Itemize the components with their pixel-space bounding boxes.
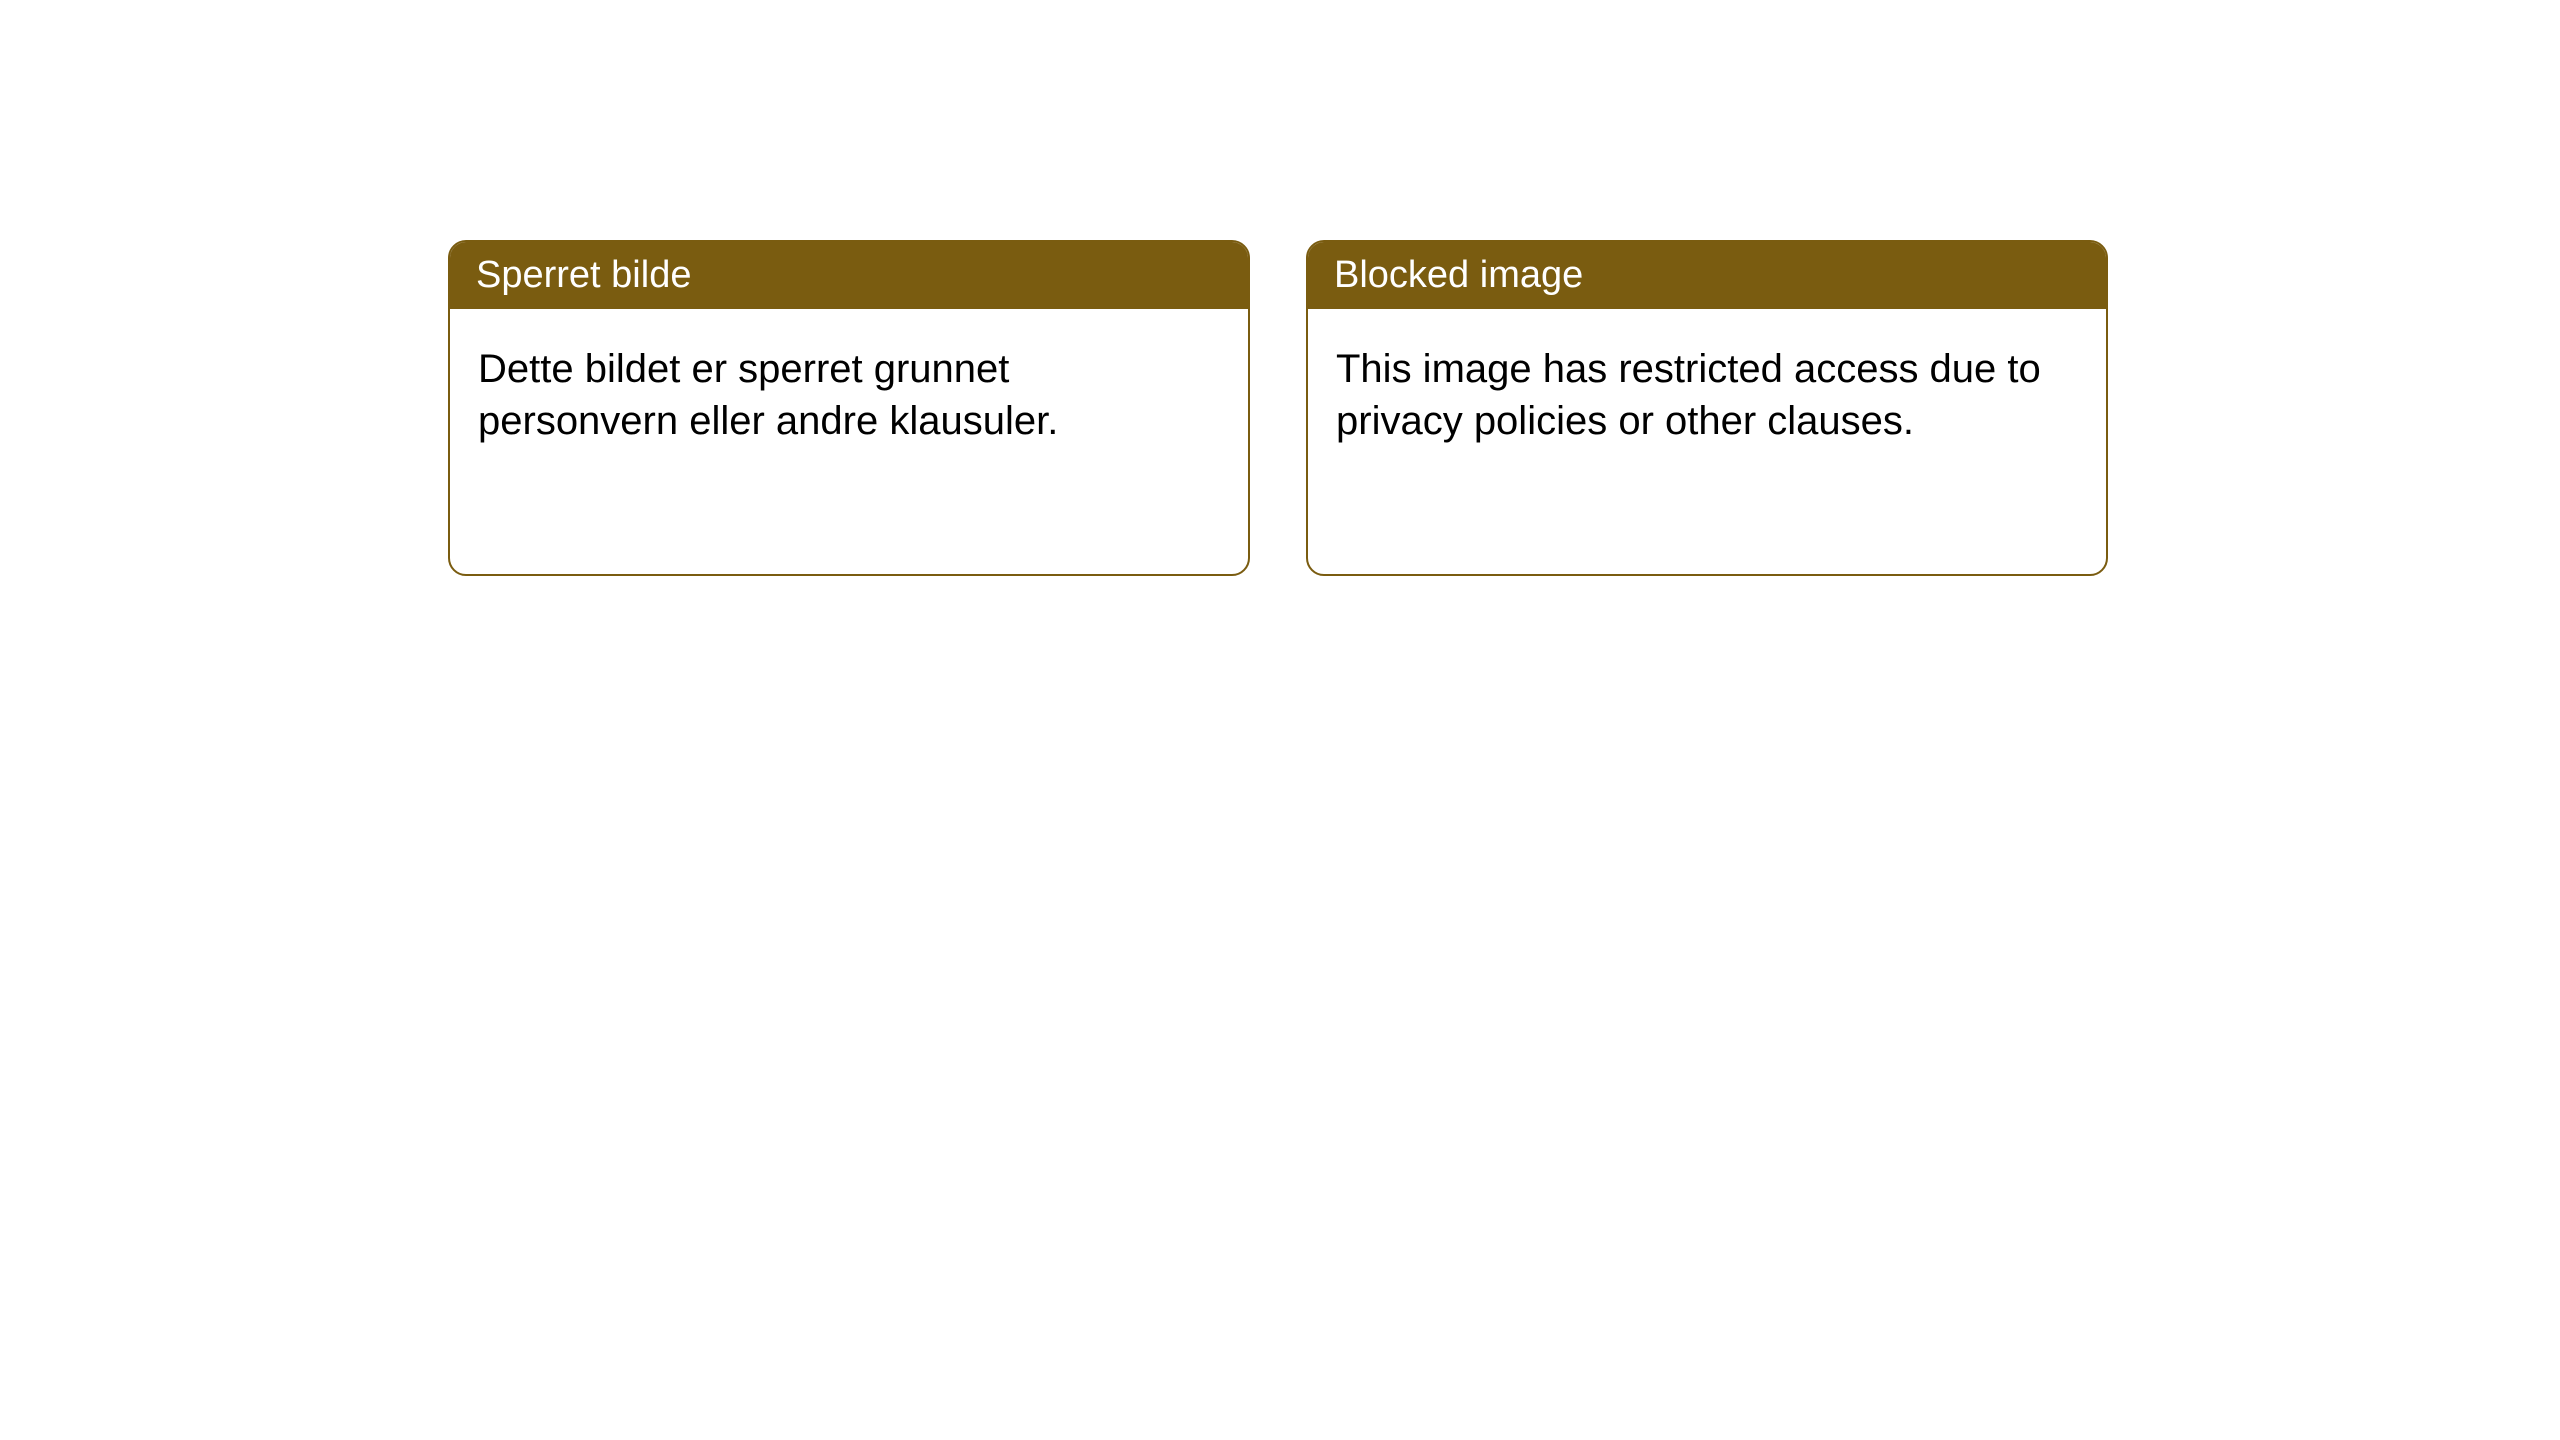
notice-card-body: Dette bildet er sperret grunnet personve…: [450, 309, 1248, 481]
notice-card-en: Blocked image This image has restricted …: [1306, 240, 2108, 576]
notice-card-title: Blocked image: [1308, 242, 2106, 309]
notice-card-body: This image has restricted access due to …: [1308, 309, 2106, 481]
notice-card-no: Sperret bilde Dette bildet er sperret gr…: [448, 240, 1250, 576]
notice-container: Sperret bilde Dette bildet er sperret gr…: [0, 0, 2560, 576]
notice-card-title: Sperret bilde: [450, 242, 1248, 309]
